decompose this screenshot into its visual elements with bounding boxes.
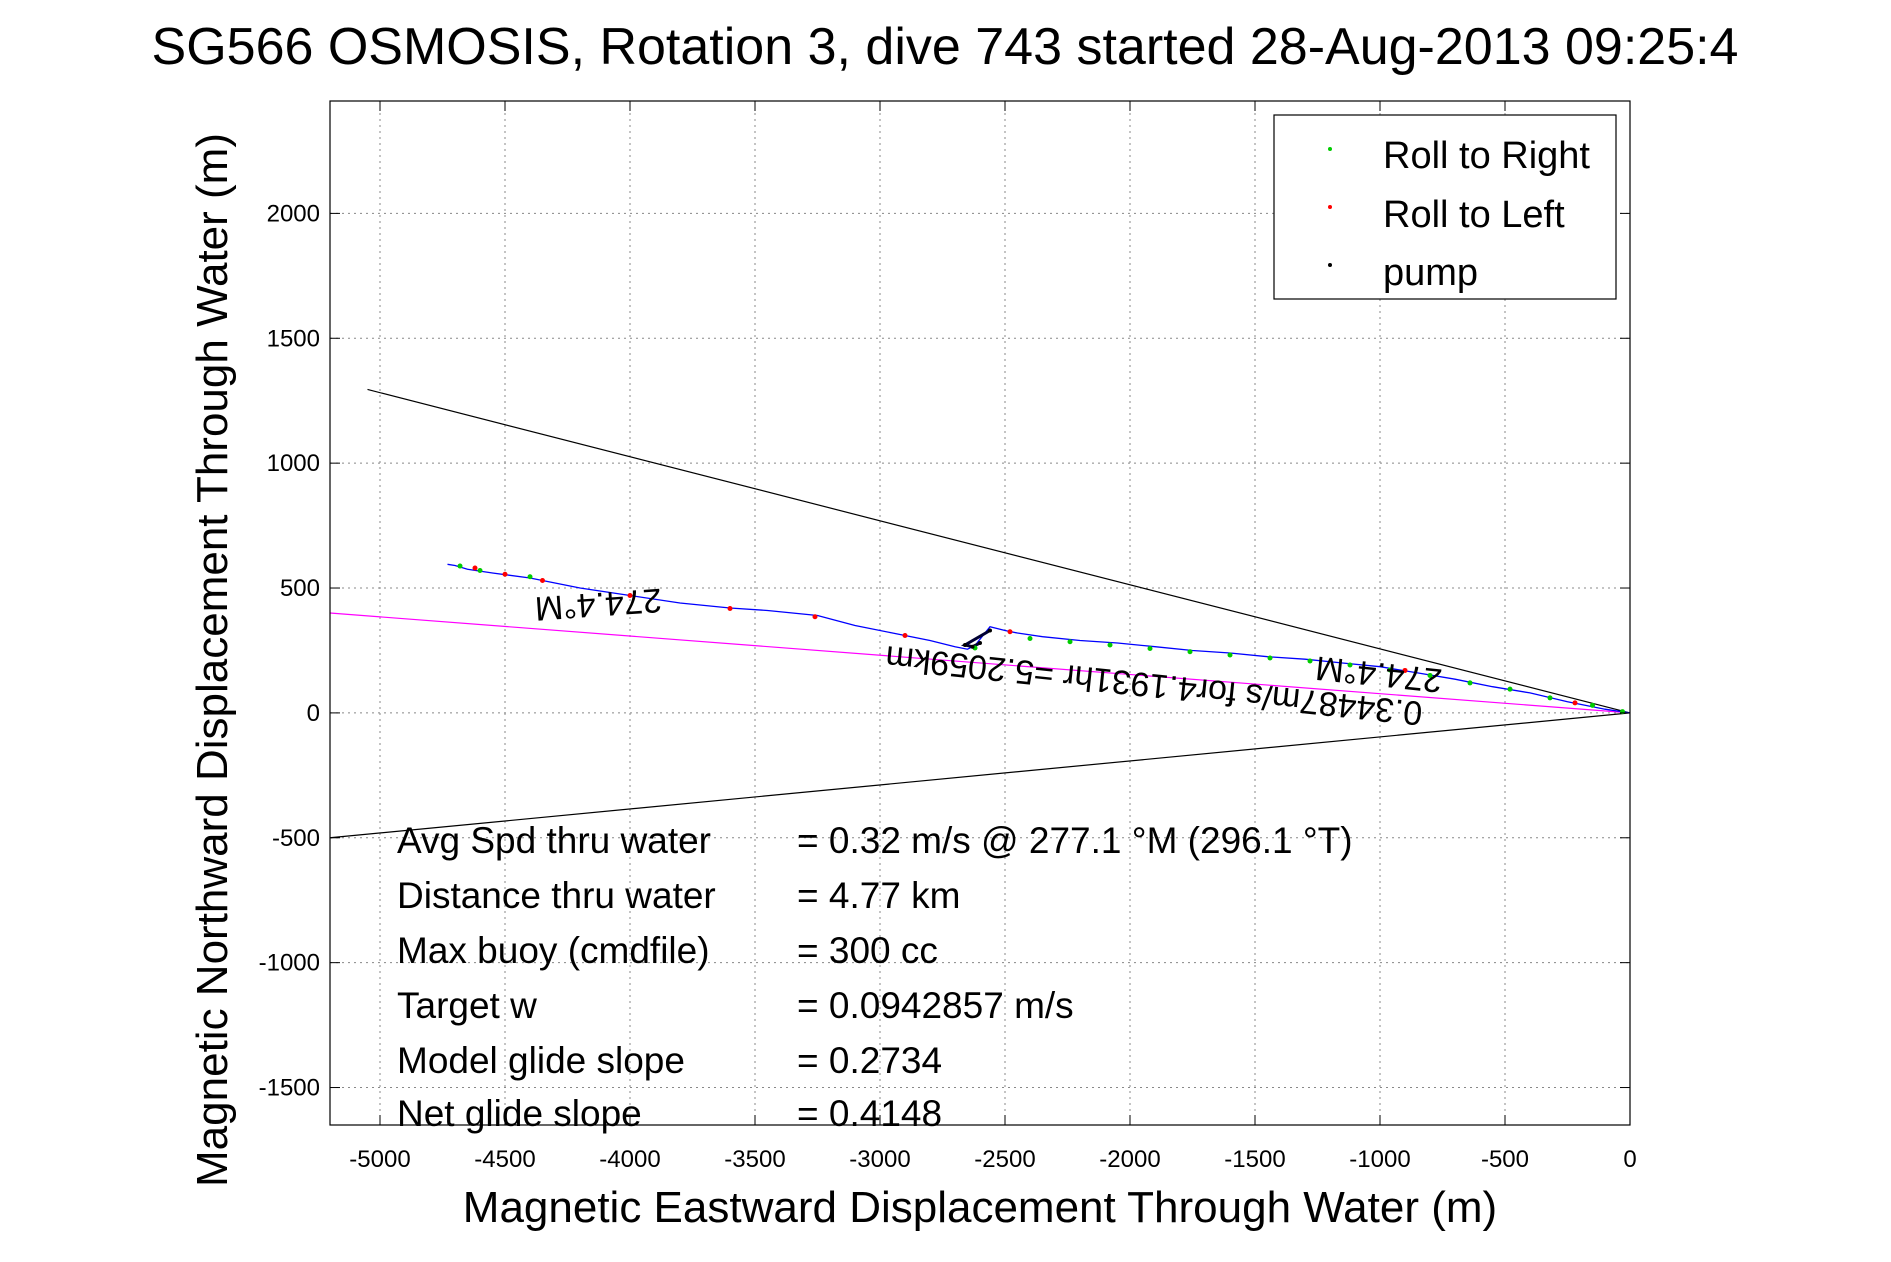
x-tick-label: -3500 — [724, 1146, 785, 1173]
stat-label-net-glide: Net glide slope — [397, 1093, 642, 1134]
roll-right-point — [1547, 695, 1553, 701]
pump-point — [963, 642, 967, 647]
stat-label-max-buoy: Max buoy (cmdfile) — [397, 930, 710, 971]
pump-segment — [960, 629, 991, 649]
legend-roll-left-label: Roll to Left — [1383, 194, 1565, 236]
x-tick-label: -4000 — [599, 1146, 660, 1173]
x-tick-label: 0 — [1623, 1146, 1636, 1173]
legend: Roll to Right Roll to Left pump — [1273, 114, 1617, 300]
roll-right-point — [1590, 702, 1595, 708]
upper-bound-line — [367, 388, 1631, 714]
y-tick-label: 500 — [280, 575, 320, 602]
plot-frame — [329, 100, 1631, 1126]
y-tick-label: 2000 — [267, 200, 320, 227]
roll-left-point — [502, 571, 508, 577]
roll-right-point — [1107, 642, 1113, 648]
stat-value-net-glide: = 0.4148 — [797, 1093, 942, 1134]
stat-value-model-glide: = 0.2734 — [797, 1040, 942, 1081]
stat-value-max-buoy: = 300 cc — [797, 930, 938, 971]
roll-left-point — [540, 578, 545, 584]
x-tick-label: -5000 — [349, 1146, 410, 1173]
x-tick-label: -2500 — [974, 1146, 1035, 1173]
roll-left-point — [1572, 700, 1578, 706]
roll-right-point — [1187, 649, 1193, 655]
x-tick-label: -1000 — [1349, 1146, 1410, 1173]
roll-right-point — [1267, 655, 1273, 661]
roll-right-point — [1427, 672, 1433, 678]
roll-left-point — [472, 565, 478, 571]
y-tick-label: 1000 — [267, 450, 320, 477]
roll-right-point — [1227, 652, 1233, 658]
stat-label-target-w: Target w — [397, 985, 537, 1026]
x-axis-label: Magnetic Eastward Displacement Through W… — [463, 1183, 1497, 1232]
roll-left-point — [1402, 667, 1408, 673]
x-tick-label: -3000 — [849, 1146, 910, 1173]
roll-left-point — [1007, 629, 1013, 635]
roll-right-point — [1387, 667, 1393, 673]
y-tick-label: -500 — [272, 825, 320, 852]
y-tick-label: -1000 — [259, 950, 320, 977]
chart-title: SG566 OSMOSIS, Rotation 3, dive 743 star… — [152, 18, 1739, 76]
pump-point — [978, 640, 982, 645]
y-axis-label: Magnetic Northward Displacement Through … — [188, 133, 237, 1187]
y-tick-label: 1500 — [267, 325, 320, 352]
roll-left-point — [727, 606, 733, 612]
axis-ticks: -5000 -4500 -4000 -3500 -3000 -2500 -2000 -1500… — [259, 101, 1637, 1173]
roll-right-point — [1507, 686, 1513, 692]
annotation-0: 274.4°M — [534, 581, 663, 628]
pump-point — [988, 628, 992, 633]
legend-roll-right-marker — [1328, 147, 1332, 151]
roll-left-point — [812, 614, 818, 620]
stat-label-avg-spd: Avg Spd thru water — [397, 820, 711, 861]
stat-value-distance: = 4.77 km — [797, 875, 961, 916]
legend-roll-right-label: Roll to Right — [1383, 135, 1590, 177]
y-tick-label: 0 — [307, 700, 320, 727]
roll-right-point — [1347, 662, 1353, 668]
roll-right-point — [1307, 658, 1313, 664]
roll-right-point — [1147, 645, 1153, 651]
stat-label-distance: Distance thru water — [397, 875, 716, 916]
lower-bound-line — [329, 712, 1631, 839]
x-tick-label: -500 — [1481, 1146, 1529, 1173]
stat-value-avg-spd: = 0.32 m/s @ 277.1 °M (296.1 °T) — [797, 820, 1353, 861]
stat-label-model-glide: Model glide slope — [397, 1040, 685, 1081]
roll-left-point — [902, 632, 908, 638]
legend-pump-label: pump — [1383, 252, 1478, 294]
stat-value-target-w: = 0.0942857 m/s — [797, 985, 1074, 1026]
roll-right-point — [1067, 639, 1073, 645]
roll-right-point — [1620, 709, 1625, 715]
roll-right-point — [457, 563, 463, 569]
stats-block: Avg Spd thru water = 0.32 m/s @ 277.1 °M… — [397, 820, 1353, 1134]
roll-right-point — [477, 568, 483, 574]
roll-left-point — [627, 593, 633, 599]
x-tick-label: -2000 — [1099, 1146, 1160, 1173]
x-tick-label: -4500 — [474, 1146, 535, 1173]
roll-right-point — [1467, 680, 1473, 686]
markers — [457, 563, 1625, 715]
heading-line — [329, 612, 1631, 714]
legend-pump-marker — [1328, 263, 1332, 267]
x-tick-label: -1500 — [1224, 1146, 1285, 1173]
y-tick-label: -1500 — [259, 1075, 320, 1102]
roll-right-point — [527, 574, 533, 580]
pump-point — [970, 644, 975, 649]
reference-lines — [329, 388, 1631, 839]
legend-roll-left-marker — [1328, 205, 1332, 209]
roll-right-point — [1027, 635, 1033, 641]
